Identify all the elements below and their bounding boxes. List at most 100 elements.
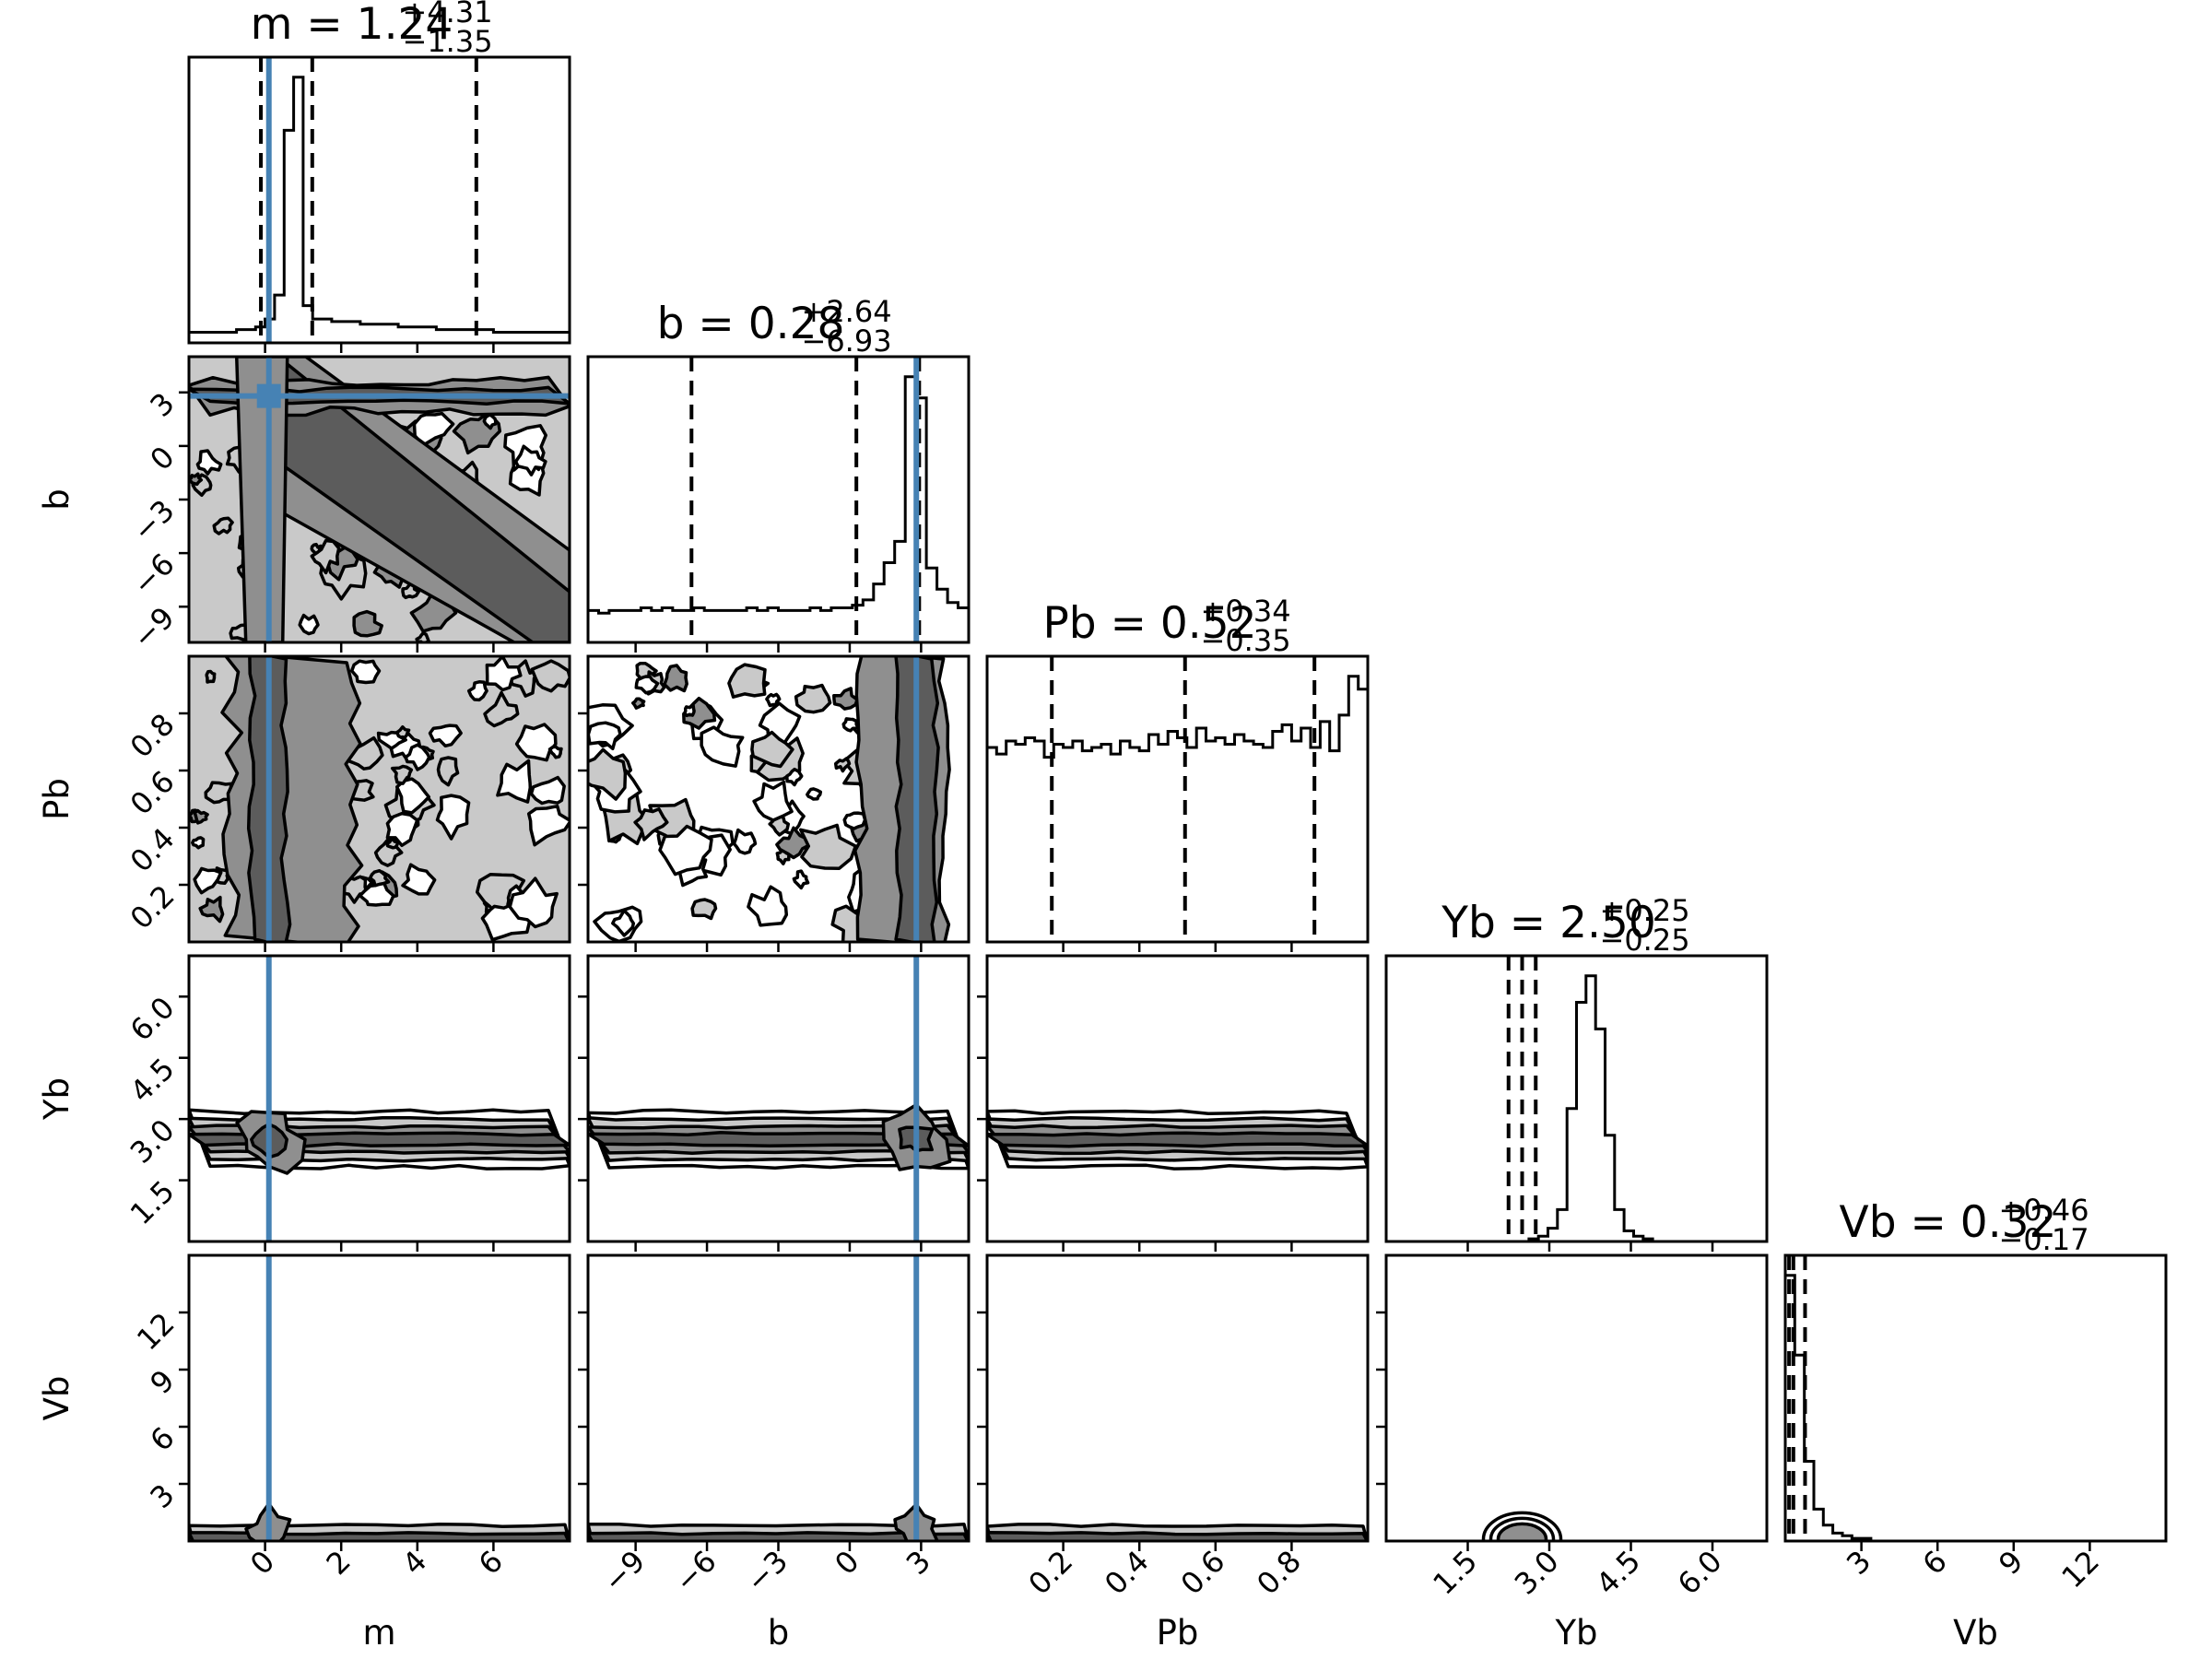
contour-b-Pb xyxy=(747,885,789,927)
ytick-label-b: 3 xyxy=(143,386,181,424)
ytick-label-Yb: 4.5 xyxy=(124,1052,182,1110)
xtick-label-m: 2 xyxy=(320,1544,358,1582)
contour-m-Pb xyxy=(193,808,209,825)
panel-Yb xyxy=(1386,956,1767,1241)
contour-m-b xyxy=(352,609,383,638)
contour-m-Pb xyxy=(530,659,570,693)
xtick-label-Vb: 6 xyxy=(1916,1544,1954,1582)
panel-Vb xyxy=(1785,1255,2166,1541)
panel-b-Pb xyxy=(588,656,969,942)
contour-m-Pb xyxy=(436,756,460,787)
contour-b-Pb xyxy=(631,697,646,710)
contour-m-Pb xyxy=(547,745,563,759)
contour-Pb-Yb xyxy=(987,1131,1368,1148)
contour-m-Pb xyxy=(191,836,206,850)
frame-b-Vb xyxy=(586,1253,971,1543)
histogram-Vb xyxy=(1785,1274,2166,1541)
xtick-label-Yb: 6.0 xyxy=(1671,1544,1729,1602)
xlabel-m: m xyxy=(362,1613,395,1653)
contour-b-Pb xyxy=(732,828,758,855)
contour-b-Vb xyxy=(588,1531,969,1541)
panel-b-Vb xyxy=(588,1255,969,1541)
title-plus-m: +4.31 xyxy=(403,0,493,29)
xtick-label-Vb: 3 xyxy=(1840,1544,1877,1582)
panel-m xyxy=(189,57,570,343)
ytick-label-b: −3 xyxy=(125,493,181,548)
contour-b-Pb xyxy=(633,807,669,841)
contour-m-b xyxy=(482,413,498,430)
title-minus-b: −6.93 xyxy=(802,324,892,359)
ytick-label-Vb: 12 xyxy=(130,1306,182,1358)
histogram-Yb xyxy=(1386,974,1767,1241)
contour-m-Pb xyxy=(435,794,471,841)
xtick-label-b: −3 xyxy=(739,1544,794,1599)
ytick-label-Yb: 3.0 xyxy=(124,1112,182,1171)
contour-m-Pb xyxy=(529,775,566,806)
contour-m-b xyxy=(513,444,547,477)
title-minus-Pb: −0.35 xyxy=(1201,623,1291,658)
contour-b-Pb xyxy=(832,687,859,711)
contour-m-Pb xyxy=(428,724,463,748)
ytick-label-b: −6 xyxy=(125,547,181,602)
truth-marker-m-b xyxy=(256,383,281,408)
histogram-m xyxy=(189,76,570,343)
title-plus-Vb: +0.46 xyxy=(1999,1193,2089,1228)
contour-m-Pb xyxy=(404,743,431,771)
title-minus-Yb: −0.25 xyxy=(1600,923,1690,958)
contour-b-Pb xyxy=(841,717,860,733)
contour-m-b xyxy=(298,613,320,636)
xtick-label-b: −6 xyxy=(667,1544,723,1599)
contour-m-Pb xyxy=(205,669,217,684)
contour-Yb-Vb xyxy=(1496,1522,1548,1541)
panel-m-Yb xyxy=(189,956,570,1241)
title-Pb: Pb = 0.52 xyxy=(1042,598,1256,649)
panel-m-Vb xyxy=(189,1255,570,1541)
xtick-label-Pb: 0.6 xyxy=(1174,1544,1232,1602)
frame-b-Yb xyxy=(586,954,971,1243)
xtick-label-Yb: 1.5 xyxy=(1426,1544,1484,1602)
xlabel-b: b xyxy=(768,1613,790,1653)
contour-b-Pb xyxy=(792,869,810,890)
contour-m-Pb xyxy=(466,680,488,702)
ytick-label-Yb: 6.0 xyxy=(124,990,182,1048)
contour-b-Pb xyxy=(775,826,812,860)
title-b: b = 0.28 xyxy=(657,299,845,349)
contour-m-Pb xyxy=(198,895,225,924)
ytick-label-Pb: 0.2 xyxy=(124,878,182,936)
ytick-label-Pb: 0.4 xyxy=(124,821,182,879)
contour-b-Pb xyxy=(785,767,804,787)
xtick-label-Pb: 0.4 xyxy=(1098,1544,1156,1602)
contour-m-b xyxy=(195,449,223,476)
histogram-b xyxy=(588,375,969,642)
frame-Pb-Yb xyxy=(985,954,1370,1243)
frame-b xyxy=(586,355,971,644)
contour-m-Pb xyxy=(401,863,437,896)
frame-Pb-Vb xyxy=(985,1253,1370,1543)
frame-m xyxy=(187,55,571,345)
panel-m-Pb xyxy=(189,656,570,942)
ylabel-Vb: Vb xyxy=(37,1376,76,1421)
xtick-label-Vb: 9 xyxy=(1992,1544,2030,1582)
panel-b-Yb xyxy=(588,956,969,1241)
title-minus-Vb: −0.17 xyxy=(1999,1222,2089,1257)
contour-m-b xyxy=(234,357,289,642)
contour-b-Pb xyxy=(806,787,823,801)
xtick-label-b: 3 xyxy=(900,1544,937,1582)
contour-m-Pb xyxy=(485,656,523,692)
xtick-label-m: 4 xyxy=(395,1544,433,1582)
contour-m-Pb xyxy=(385,837,400,850)
title-minus-m: −1.35 xyxy=(403,24,493,59)
contour-m-Pb xyxy=(220,656,364,942)
title-m: m = 1.24 xyxy=(251,0,453,50)
xtick-label-Pb: 0.8 xyxy=(1250,1544,1308,1602)
contour-m-b xyxy=(415,631,430,642)
contour-Pb-Vb xyxy=(987,1531,1368,1541)
contour-b-Pb xyxy=(611,909,636,937)
contour-b-Pb xyxy=(794,683,832,714)
xtick-label-Pb: 0.2 xyxy=(1021,1544,1079,1602)
xtick-label-Vb: 12 xyxy=(2054,1544,2106,1595)
contour-m-Pb xyxy=(349,659,382,685)
panel-Pb-Yb xyxy=(987,1109,1368,1171)
contour-b-Pb xyxy=(727,663,767,699)
contour-m-Pb xyxy=(526,804,570,847)
